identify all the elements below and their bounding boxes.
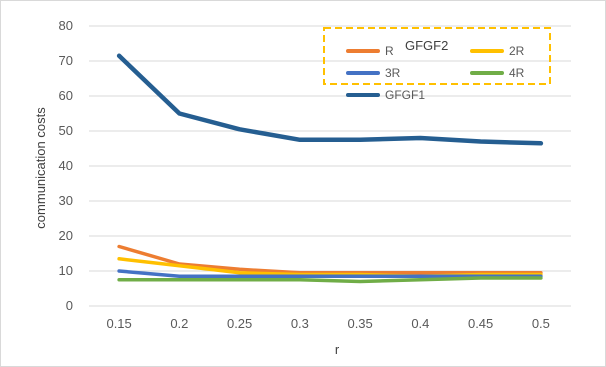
y-tick-label: 20 <box>59 228 73 243</box>
y-tick-label: 70 <box>59 53 73 68</box>
legend-label: 4R <box>509 66 525 80</box>
legend-title: GFGF2 <box>405 38 448 53</box>
legend-label: GFGF1 <box>385 88 425 102</box>
y-tick-label: 80 <box>59 18 73 33</box>
legend: GFGF2 R 2R 3R 4R GFGF1 <box>323 27 551 102</box>
x-tick-label: 0.4 <box>411 316 429 331</box>
legend-item-r: R <box>346 44 394 58</box>
legend-box <box>323 27 551 85</box>
y-tick-label: 60 <box>59 88 73 103</box>
series-line-r <box>117 244 543 275</box>
y-axis-title: communication costs <box>33 107 48 229</box>
x-tick-label: 0.35 <box>347 316 372 331</box>
x-tick-label: 0.5 <box>532 316 550 331</box>
series-line-gfgf1 <box>116 53 544 146</box>
y-tick-label: 10 <box>59 263 73 278</box>
series-lines <box>116 53 544 284</box>
y-axis-ticks: 0 10 20 30 40 50 60 70 80 <box>59 18 73 313</box>
x-axis-ticks: 0.15 0.2 0.25 0.3 0.35 0.4 0.45 0.5 <box>106 316 549 331</box>
legend-label: 3R <box>385 66 401 80</box>
x-tick-label: 0.2 <box>170 316 188 331</box>
gridlines <box>89 25 571 307</box>
series-line-4r <box>117 276 543 284</box>
y-tick-label: 40 <box>59 158 73 173</box>
legend-item-4r: 4R <box>470 66 525 80</box>
legend-label: R <box>385 44 394 58</box>
y-tick-label: 30 <box>59 193 73 208</box>
x-tick-label: 0.15 <box>106 316 131 331</box>
series-line-3r <box>117 269 543 279</box>
legend-item-gfgf1: GFGF1 <box>346 88 425 102</box>
legend-item-3r: 3R <box>346 66 401 80</box>
y-tick-label: 0 <box>66 298 73 313</box>
legend-label: 2R <box>509 44 525 58</box>
y-tick-label: 50 <box>59 123 73 138</box>
x-tick-label: 0.25 <box>227 316 252 331</box>
series-line-2r <box>117 257 543 279</box>
legend-item-2r: 2R <box>470 44 525 58</box>
x-tick-label: 0.3 <box>291 316 309 331</box>
x-axis-title: r <box>335 342 340 357</box>
x-tick-label: 0.45 <box>468 316 493 331</box>
